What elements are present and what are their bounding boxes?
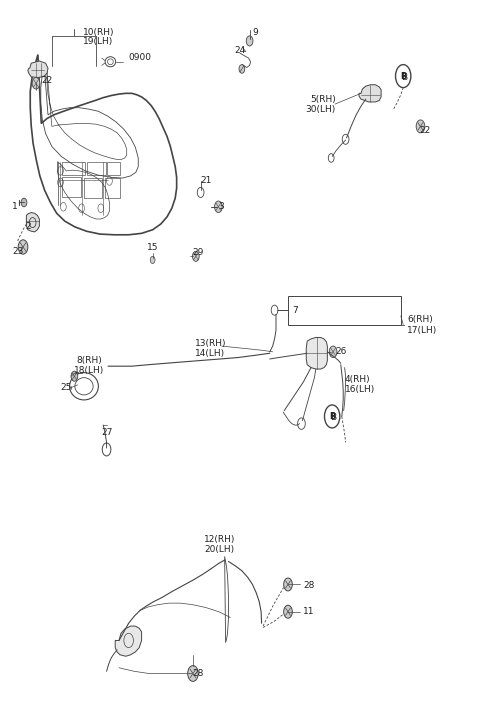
Text: 18(LH): 18(LH)	[73, 366, 104, 375]
Circle shape	[416, 120, 425, 133]
Circle shape	[215, 201, 222, 213]
Text: 19(LH): 19(LH)	[83, 37, 114, 46]
Text: 8(RH): 8(RH)	[76, 356, 102, 365]
Text: 5(RH): 5(RH)	[310, 95, 336, 103]
Text: 22: 22	[41, 76, 53, 85]
Text: 25: 25	[60, 383, 72, 392]
Text: 7: 7	[292, 306, 298, 314]
Circle shape	[32, 78, 40, 89]
Text: 9: 9	[252, 28, 258, 37]
Bar	[288, 296, 401, 325]
Text: 30(LH): 30(LH)	[306, 105, 336, 113]
Text: 22: 22	[419, 126, 431, 135]
Text: 14(LH): 14(LH)	[195, 349, 225, 358]
Circle shape	[188, 666, 198, 681]
Text: 16(LH): 16(LH)	[345, 385, 375, 393]
Text: 24: 24	[234, 46, 246, 55]
Text: 3: 3	[218, 202, 224, 211]
Bar	[107, 162, 120, 175]
Bar	[62, 177, 81, 197]
Text: 23: 23	[12, 247, 24, 256]
Polygon shape	[26, 213, 39, 232]
Text: 1: 1	[12, 202, 17, 211]
Circle shape	[192, 251, 199, 261]
Bar	[84, 178, 102, 198]
Circle shape	[21, 198, 27, 207]
Bar	[87, 162, 106, 175]
Circle shape	[284, 578, 292, 591]
Circle shape	[18, 240, 28, 254]
Text: 6(RH): 6(RH)	[407, 315, 433, 324]
Text: 10(RH): 10(RH)	[83, 28, 114, 37]
Text: 12(RH): 12(RH)	[204, 536, 236, 544]
Bar	[62, 162, 85, 175]
Polygon shape	[306, 337, 327, 369]
Circle shape	[239, 65, 245, 73]
Text: 20(LH): 20(LH)	[205, 546, 235, 554]
Text: 27: 27	[101, 428, 112, 437]
Polygon shape	[28, 61, 48, 78]
Text: B: B	[331, 414, 336, 422]
Circle shape	[71, 371, 78, 381]
Text: 13(RH): 13(RH)	[194, 339, 226, 348]
Text: 17(LH): 17(LH)	[407, 326, 437, 335]
Text: 26: 26	[335, 348, 347, 356]
Circle shape	[329, 346, 337, 358]
Text: 2: 2	[25, 222, 31, 230]
Text: 4(RH): 4(RH)	[345, 375, 370, 383]
Text: B: B	[329, 412, 336, 421]
Text: 11: 11	[303, 607, 315, 616]
Text: 29: 29	[192, 248, 204, 257]
Circle shape	[246, 36, 253, 46]
Bar	[105, 178, 120, 198]
Polygon shape	[115, 626, 142, 656]
Text: B: B	[401, 73, 407, 82]
Circle shape	[284, 605, 292, 618]
Text: 0900: 0900	[129, 53, 152, 62]
Polygon shape	[359, 85, 381, 102]
Text: 28: 28	[192, 669, 204, 678]
Text: 28: 28	[303, 581, 315, 589]
Circle shape	[150, 256, 155, 264]
Text: B: B	[400, 72, 407, 80]
Text: 15: 15	[147, 243, 158, 252]
Text: 21: 21	[201, 177, 212, 185]
